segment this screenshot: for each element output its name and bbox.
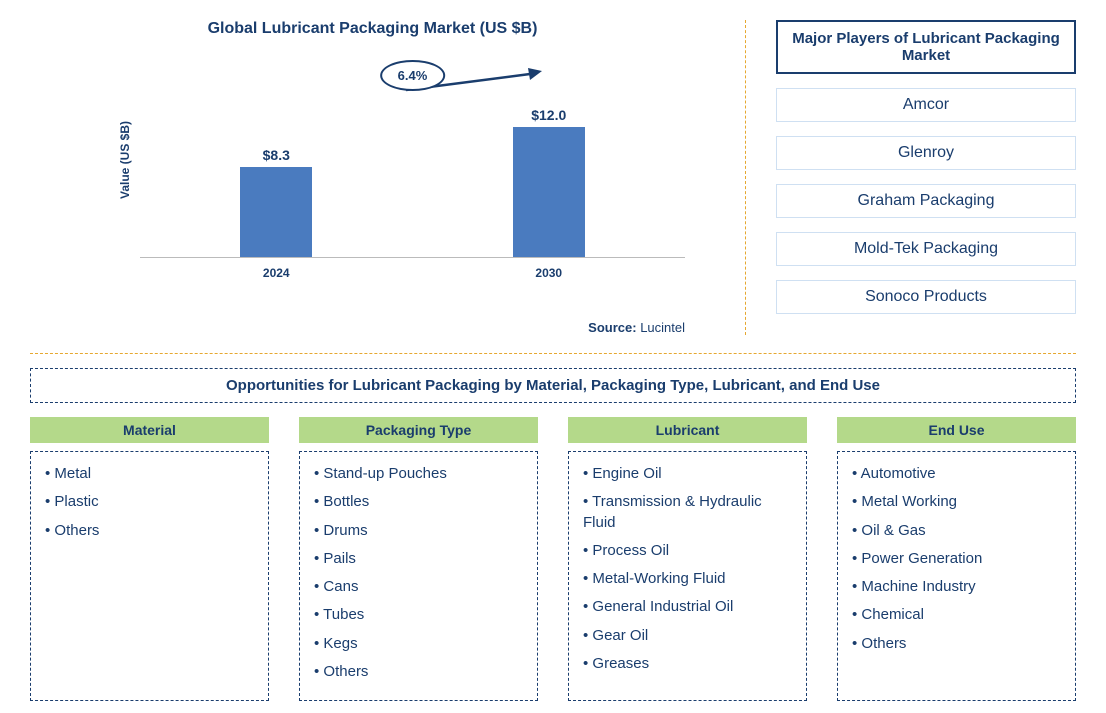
player-item: Sonoco Products — [776, 280, 1076, 314]
col-body-end-use: Automotive Metal Working Oil & Gas Power… — [837, 451, 1076, 701]
chart-area: 6.4% $8.3 $12.0 — [140, 78, 685, 258]
list-item: Others — [848, 630, 1065, 658]
list-item: Engine Oil — [579, 460, 796, 488]
opportunities-columns: Material Metal Plastic Others Packaging … — [30, 417, 1076, 701]
list-item: Transmission & Hydraulic Fluid — [579, 488, 796, 537]
horizontal-divider — [30, 353, 1076, 354]
list-item: Kegs — [310, 630, 527, 658]
list-item: Tubes — [310, 601, 527, 629]
list-item: Gear Oil — [579, 622, 796, 650]
col-header-material: Material — [30, 417, 269, 443]
x-label-0: 2024 — [240, 266, 312, 280]
list-item: Power Generation — [848, 545, 1065, 573]
bar-value-1: $12.0 — [531, 107, 566, 123]
col-header-lubricant: Lubricant — [568, 417, 807, 443]
list-item: Chemical — [848, 601, 1065, 629]
list-item: Others — [310, 658, 527, 686]
bar-group-1: $12.0 — [513, 107, 585, 257]
list-item: General Industrial Oil — [579, 593, 796, 621]
list-item: Oil & Gas — [848, 517, 1065, 545]
player-item: Amcor — [776, 88, 1076, 122]
chart-title: Global Lubricant Packaging Market (US $B… — [30, 20, 715, 38]
y-axis-label-container: Value (US $B) — [110, 100, 140, 220]
growth-rate-annotation: 6.4% — [380, 60, 446, 91]
col-body-lubricant: Engine Oil Transmission & Hydraulic Flui… — [568, 451, 807, 701]
x-axis-labels: 2024 2030 — [140, 266, 685, 280]
list-item: Greases — [579, 650, 796, 678]
col-header-packaging-type: Packaging Type — [299, 417, 538, 443]
col-end-use: End Use Automotive Metal Working Oil & G… — [837, 417, 1076, 701]
chart-panel: Global Lubricant Packaging Market (US $B… — [30, 20, 746, 335]
list-item: Others — [41, 517, 258, 545]
players-panel: Major Players of Lubricant Packaging Mar… — [776, 20, 1076, 335]
bar-group-0: $8.3 — [240, 147, 312, 257]
source-line: Source: Lucintel — [30, 320, 685, 335]
x-label-1: 2030 — [513, 266, 585, 280]
col-body-packaging-type: Stand-up Pouches Bottles Drums Pails Can… — [299, 451, 538, 701]
list-item: Pails — [310, 545, 527, 573]
list-item: Metal — [41, 460, 258, 488]
source-label: Source: — [588, 320, 636, 335]
list-item: Metal-Working Fluid — [579, 565, 796, 593]
player-item: Glenroy — [776, 136, 1076, 170]
list-item: Machine Industry — [848, 573, 1065, 601]
bars-container: $8.3 $12.0 — [140, 78, 685, 258]
bar-0 — [240, 167, 312, 257]
list-item: Cans — [310, 573, 527, 601]
list-item: Bottles — [310, 488, 527, 516]
col-material: Material Metal Plastic Others — [30, 417, 269, 701]
col-lubricant: Lubricant Engine Oil Transmission & Hydr… — [568, 417, 807, 701]
opportunities-title: Opportunities for Lubricant Packaging by… — [30, 368, 1076, 403]
players-title: Major Players of Lubricant Packaging Mar… — [776, 20, 1076, 74]
list-item: Drums — [310, 517, 527, 545]
player-item: Mold-Tek Packaging — [776, 232, 1076, 266]
col-packaging-type: Packaging Type Stand-up Pouches Bottles … — [299, 417, 538, 701]
y-axis-label: Value (US $B) — [118, 121, 132, 199]
col-header-end-use: End Use — [837, 417, 1076, 443]
top-row: Global Lubricant Packaging Market (US $B… — [30, 20, 1076, 335]
bar-value-0: $8.3 — [263, 147, 290, 163]
list-item: Stand-up Pouches — [310, 460, 527, 488]
col-body-material: Metal Plastic Others — [30, 451, 269, 701]
list-item: Plastic — [41, 488, 258, 516]
growth-rate-value: 6.4% — [380, 60, 446, 91]
list-item: Process Oil — [579, 537, 796, 565]
player-item: Graham Packaging — [776, 184, 1076, 218]
list-item: Automotive — [848, 460, 1065, 488]
source-value: Lucintel — [640, 320, 685, 335]
bar-1 — [513, 127, 585, 257]
list-item: Metal Working — [848, 488, 1065, 516]
